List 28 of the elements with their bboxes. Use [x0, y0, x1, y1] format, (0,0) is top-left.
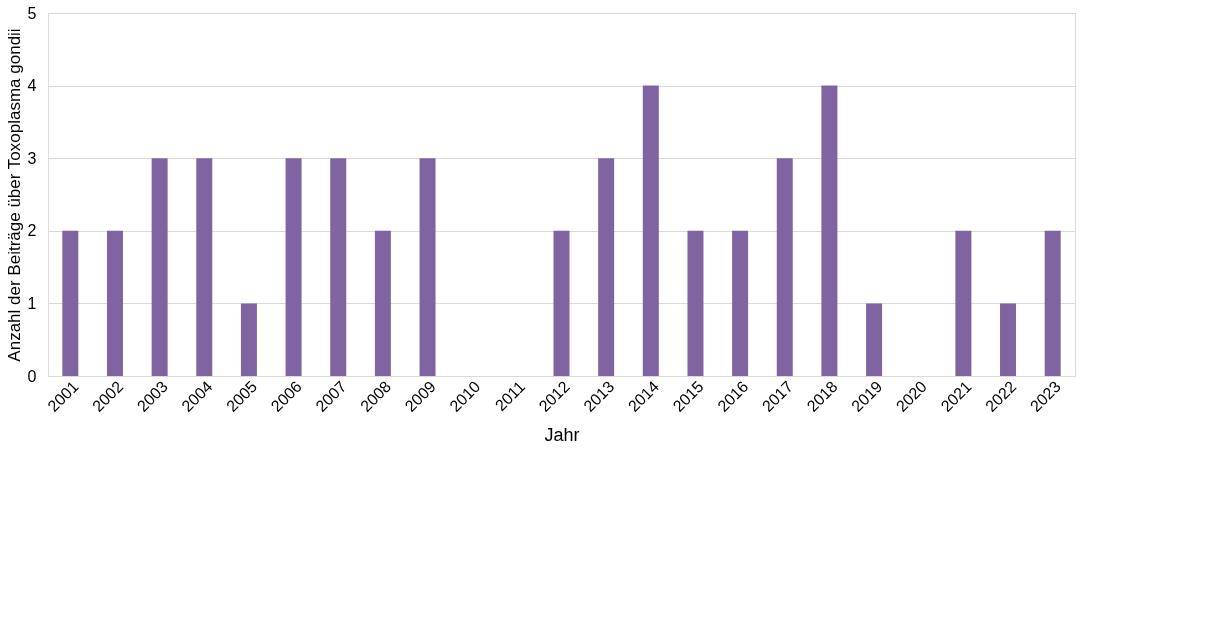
x-axis-title: Jahr: [544, 424, 580, 445]
bar: [732, 230, 749, 376]
bar: [598, 158, 615, 376]
bar: [196, 158, 213, 376]
y-tick-label: 0: [27, 367, 37, 385]
y-axis-title: Anzahl der Beiträge über Toxoplasma gondii: [4, 28, 24, 362]
y-tick-label: 4: [27, 77, 37, 95]
bar: [642, 85, 659, 376]
bar: [285, 158, 302, 376]
bar: [1000, 303, 1017, 376]
bar: [151, 158, 168, 376]
bar: [553, 230, 570, 376]
bar: [821, 85, 838, 376]
bar: [374, 230, 391, 376]
bar: [240, 303, 257, 376]
bar: [106, 230, 123, 376]
bar: [62, 230, 79, 376]
bar: [1044, 230, 1061, 376]
bar: [955, 230, 972, 376]
y-tick-label: 5: [27, 4, 37, 22]
y-tick-label: 3: [27, 149, 37, 167]
y-tick-label: 1: [27, 294, 37, 312]
bar: [330, 158, 347, 376]
bar: [419, 158, 436, 376]
bar: [687, 230, 704, 376]
bar: [866, 303, 883, 376]
bar: [776, 158, 793, 376]
y-tick-label: 2: [27, 222, 37, 240]
